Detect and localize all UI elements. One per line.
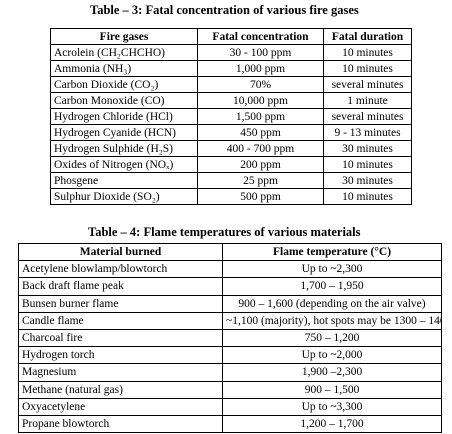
table-cell: 1 minute [323, 92, 412, 109]
table-cell: Phosgene [50, 172, 198, 189]
header-row: Material burned Flame temperature (°C) [18, 242, 442, 262]
table-row: Oxides of Nitrogen (NOₓ) 200 ppm 10 minute… [50, 156, 412, 173]
table-row: Carbon Monoxide (CO) 10,000 ppm 1 minute [50, 92, 412, 109]
table-row: Hydrogen Sulphide (H₂S) 400 - 700 ppm 30 m… [50, 140, 412, 157]
table-cell: 1,200 – 1,700 [222, 414, 442, 434]
table-row: Hydrogen Cyanide (HCN) 450 ppm 9 - 13 minu… [50, 124, 412, 141]
table-cell: 10 minutes [323, 188, 412, 205]
table-cell: Carbon Dioxide (CO₂) [50, 76, 198, 93]
table-cell: Up to ~3,300 [222, 397, 442, 416]
table-cell: Sulphur Dioxide (SO₂) [50, 188, 198, 205]
table-cell: Hydrogen Cyanide (HCN) [50, 124, 198, 141]
table-cell: Propane blowtorch [18, 414, 223, 434]
header-row: Fire gases Fatal concentration Fatal durat… [50, 28, 412, 45]
table-cell: Up to ~2,000 [222, 346, 442, 365]
table-cell: Methane (natural gas) [18, 380, 223, 399]
table-cell: 10 minutes [323, 44, 412, 61]
table-cell: 30 minutes [323, 140, 412, 157]
table-row: Bunsen burner flame 900 – 1,600 (dependin… [18, 294, 442, 313]
header-cell: Material burned [18, 242, 223, 262]
table-cell: Ammonia (NH₃) [50, 60, 198, 77]
table-cell: 500 ppm [197, 188, 324, 205]
table-cell: Carbon Monoxide (CO) [50, 92, 198, 109]
table-cell: Candle flame [18, 311, 223, 330]
table-cell: 450 ppm [197, 124, 324, 141]
table-row: Hydrogen torch Up to ~2,000 [18, 346, 442, 365]
table-cell: 200 ppm [197, 156, 324, 173]
table-cell: 10,000 ppm [197, 92, 324, 109]
table-cell: 1,700 – 1,950 [222, 277, 442, 296]
table-cell: 400 - 700 ppm [197, 140, 324, 157]
table-cell: several minutes [323, 108, 412, 125]
table-cell: 900 – 1,500 [222, 380, 442, 399]
table-title: Table – 4: Flame temperatures of various… [88, 225, 361, 239]
table-cell: 900 – 1,600 (depending on the air valve) [222, 294, 442, 313]
table-row: Charcoal fire 750 – 1,200 [18, 328, 442, 348]
table-cell: Up to ~2,300 [222, 260, 442, 279]
table-cell: Hydrogen Sulphide (H₂S) [50, 140, 198, 157]
table-row: Propane blowtorch 1,200 – 1,700 [18, 414, 442, 434]
table-row: Back draft flame peak 1,700 – 1,950 [18, 277, 442, 296]
table-row: Sulphur Dioxide (SO₂) 500 ppm 10 minutes [50, 188, 412, 205]
table-cell: 10 minutes [323, 60, 412, 77]
table-cell: Hydrogen torch [18, 346, 223, 365]
table-cell: Oxides of Nitrogen (NOₓ) [50, 156, 198, 173]
table-cell: Back draft flame peak [18, 277, 223, 296]
table-cell: 30 minutes [323, 172, 412, 189]
table-cell: 750 – 1,200 [222, 328, 442, 348]
table-cell: 70% [197, 76, 324, 93]
table-cell: 10 minutes [323, 156, 412, 173]
table-cell: Oxyacetylene [18, 397, 223, 416]
table-row: Acrolein (CH₂CHCHO) 30 - 100 ppm 10 minute… [50, 44, 412, 61]
table-cell: ~1,100 (majority), hot spots may be 1300… [222, 311, 442, 330]
table-cell: Hydrogen Chloride (HCl) [50, 108, 198, 125]
table-row: Phosgene 25 ppm 30 minutes [50, 172, 412, 189]
header-cell: Fatal concentration [197, 28, 324, 45]
table-cell: Acrolein (CH₂CHCHO) [50, 44, 198, 61]
table-row: Ammonia (NH₃) 1,000 ppm 10 minutes [50, 60, 412, 77]
table: Fire gases Fatal concentration Fatal durat… [50, 28, 412, 205]
table-cell: 1,900 –2,300 [222, 363, 442, 382]
table-row: Carbon Dioxide (CO₂) 70% several minutes [50, 76, 412, 93]
header-cell: Flame temperature (°C) [222, 242, 442, 262]
table: Material burned Flame temperature (°C) Ace… [18, 242, 442, 434]
table-row: Candle flame ~1,100 (majority), hot spots… [18, 311, 442, 330]
table-cell: Charcoal fire [18, 328, 223, 348]
header-cell: Fatal duration [323, 28, 412, 45]
table-row: Magnesium 1,900 –2,300 [18, 363, 442, 382]
table-row: Methane (natural gas) 900 – 1,500 [18, 380, 442, 399]
table-cell: 30 - 100 ppm [197, 44, 324, 61]
table-row: Oxyacetylene Up to ~3,300 [18, 397, 442, 416]
table-cell: 1,500 ppm [197, 108, 324, 125]
table-row: Acetylene blowlamp/blowtorch Up to ~2,300 [18, 260, 442, 279]
table-cell: 1,000 ppm [197, 60, 324, 77]
table-cell: 9 - 13 minutes [323, 124, 412, 141]
table-cell: Acetylene blowlamp/blowtorch [18, 260, 223, 279]
table-cell: Bunsen burner flame [18, 294, 223, 313]
table-title: Table – 3: Fatal concentration of variou… [90, 3, 359, 17]
table-row: Hydrogen Chloride (HCl) 1,500 ppm several … [50, 108, 412, 125]
table-cell: Magnesium [18, 363, 223, 382]
table-cell: 25 ppm [197, 172, 324, 189]
header-cell: Fire gases [50, 28, 198, 45]
table-cell: several minutes [323, 76, 412, 93]
